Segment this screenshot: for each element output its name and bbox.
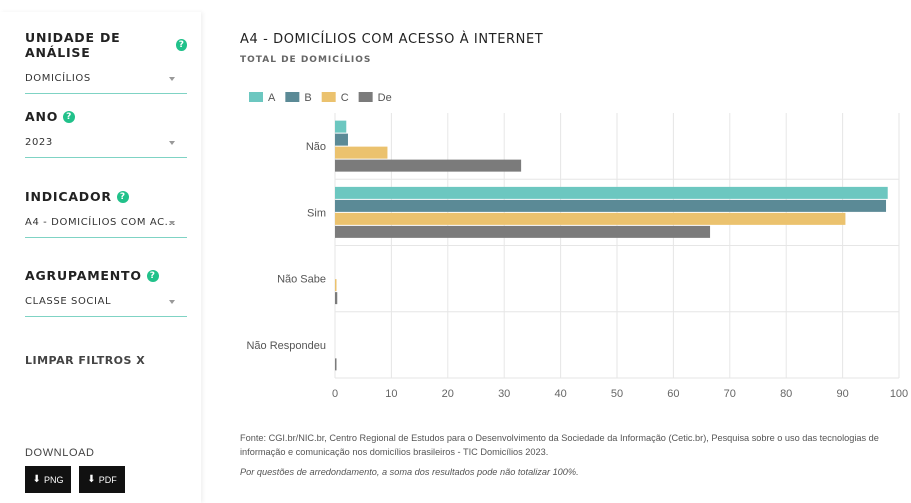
y-category-label: Não Respondeu <box>246 340 326 352</box>
help-icon[interactable]: ? <box>146 269 159 282</box>
bar-chart: 0 10 20 30 40 50 60 70 80 90 100 Não Sim Não Sabe Não … <box>246 92 908 400</box>
x-tick-label: 90 <box>836 388 848 400</box>
x-tick-label: 60 <box>667 388 679 400</box>
help-icon[interactable]: ? <box>116 190 129 203</box>
unidade-select-value: DOMICÍLIOS <box>25 73 91 84</box>
chevron-down-icon <box>169 141 175 145</box>
x-tick-label: 30 <box>498 388 510 400</box>
y-category-label: Sim <box>307 207 326 219</box>
indicador-select-value: A4 - DOMICÍLIOS COM AC... <box>25 217 177 228</box>
filter-unidade-label: UNIDADE DE ANÁLISE <box>25 30 121 60</box>
chevron-down-icon <box>169 300 175 304</box>
filter-sidebar: UNIDADE DE ANÁLISE ? DOMICÍLIOS ANO ? 20… <box>0 12 201 503</box>
download-pdf-button[interactable]: ⬇ PDF <box>79 466 125 493</box>
bar-De <box>335 225 711 238</box>
x-tick-label: 0 <box>332 388 338 400</box>
chevron-down-icon <box>169 77 175 81</box>
agrupamento-select-value: CLASSE SOCIAL <box>25 296 112 307</box>
bar-A <box>335 186 888 199</box>
download-icon: ⬇ <box>87 474 96 485</box>
legend-swatch-C <box>321 92 336 102</box>
unidade-select[interactable]: DOMICÍLIOS <box>25 70 187 94</box>
download-png-label: PNG <box>43 474 64 485</box>
chart-subtitle: TOTAL DE DOMICÍLIOS <box>240 55 372 65</box>
bar-C <box>335 146 388 159</box>
indicador-select[interactable]: A4 - DOMICÍLIOS COM AC... <box>25 214 187 238</box>
help-icon[interactable]: ? <box>176 39 187 51</box>
filter-agrupamento-label: AGRUPAMENTO <box>25 268 142 283</box>
filter-ano: ANO ? 2023 <box>25 109 187 158</box>
bar-C <box>335 212 846 225</box>
legend-label-A: A <box>268 92 276 104</box>
y-category-label: Não <box>306 141 326 153</box>
chart-panel: A4 - DOMICÍLIOS COM ACESSO À INTERNET TO… <box>201 0 911 503</box>
rounding-note: Por questões de arredondamento, a soma d… <box>240 467 579 477</box>
ano-select-value: 2023 <box>25 137 53 148</box>
x-tick-label: 100 <box>890 388 908 400</box>
help-icon[interactable]: ? <box>63 110 76 123</box>
legend-label-De: De <box>378 92 392 104</box>
legend-label-C: C <box>341 92 349 104</box>
download-label: DOWNLOAD <box>25 447 95 459</box>
filter-indicador-label: INDICADOR <box>25 189 112 204</box>
bar-De <box>335 159 522 172</box>
clear-filters-button[interactable]: LIMPAR FILTROS X <box>25 354 146 367</box>
x-tick-label: 80 <box>780 388 792 400</box>
chart-title: A4 - DOMICÍLIOS COM ACESSO À INTERNET <box>240 32 544 47</box>
legend-swatch-B <box>285 92 300 102</box>
download-png-button[interactable]: ⬇ PNG <box>25 466 71 493</box>
bar-B <box>335 133 348 146</box>
filter-ano-label: ANO <box>25 109 59 124</box>
filter-unidade: UNIDADE DE ANÁLISE ? DOMICÍLIOS <box>25 30 187 94</box>
filter-indicador: INDICADOR ? A4 - DOMICÍLIOS COM AC... <box>25 189 187 238</box>
chevron-down-icon <box>169 221 175 225</box>
legend-swatch-A <box>249 92 263 102</box>
bar-De <box>335 358 337 371</box>
x-tick-label: 20 <box>442 388 454 400</box>
agrupamento-select[interactable]: CLASSE SOCIAL <box>25 293 187 317</box>
source-footnote: Fonte: CGI.br/NIC.br, Centro Regional de… <box>240 433 879 457</box>
legend-label-B: B <box>304 92 311 104</box>
bar-De <box>335 292 338 305</box>
bar-C <box>335 279 337 292</box>
y-category-label: Não Sabe <box>277 274 326 286</box>
filter-agrupamento: AGRUPAMENTO ? CLASSE SOCIAL <box>25 268 187 317</box>
bar-B <box>335 199 887 212</box>
x-tick-label: 10 <box>385 388 397 400</box>
x-tick-label: 70 <box>724 388 736 400</box>
x-tick-label: 50 <box>611 388 623 400</box>
bar-A <box>335 120 347 133</box>
download-pdf-label: PDF <box>98 474 117 485</box>
ano-select[interactable]: 2023 <box>25 134 187 158</box>
legend-swatch-De <box>358 92 373 102</box>
download-icon: ⬇ <box>32 474 41 485</box>
x-tick-label: 40 <box>554 388 566 400</box>
